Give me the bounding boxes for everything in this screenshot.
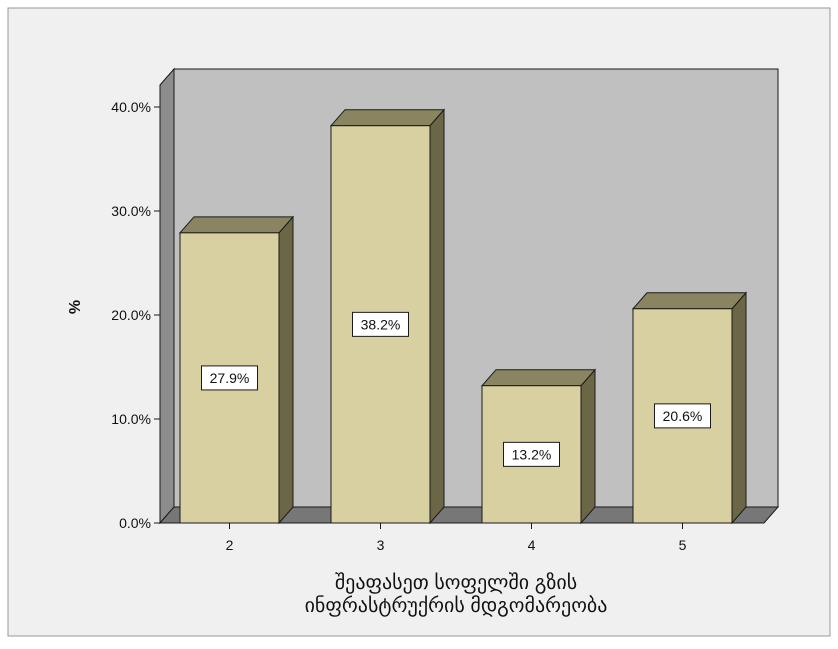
x-axis: 2 3 4 5 — [226, 523, 687, 553]
bar: 38.2% — [329, 108, 446, 525]
data-label: 13.2% — [512, 446, 552, 462]
y-axis: 0.0% 10.0% 20.0% 30.0% 40.0% — [111, 85, 161, 531]
x-tick-label: 3 — [377, 537, 385, 553]
y-tick-label: 40.0% — [111, 99, 151, 115]
bar: 20.6% — [631, 291, 748, 525]
x-tick-label: 4 — [528, 537, 536, 553]
y-tick-label: 30.0% — [111, 203, 151, 219]
bar-side — [429, 108, 445, 525]
data-label-box — [654, 403, 711, 429]
bar-side — [278, 215, 294, 525]
data-label: 38.2% — [361, 316, 401, 332]
y-tick-label: 20.0% — [111, 307, 151, 323]
x-axis-label-line-2: ინფრასტრუქრის მდგომარეობა — [305, 595, 608, 617]
data-label-box — [352, 311, 409, 337]
y-axis-label: % — [67, 300, 84, 314]
y-tick-label: 0.0% — [119, 515, 151, 531]
bar-top — [178, 216, 295, 234]
bar-side — [731, 291, 747, 525]
bar-top — [329, 109, 446, 127]
data-label-box — [503, 441, 560, 467]
bars: 27.9% 38.2% 13.2% 20.6% — [178, 108, 748, 525]
x-axis-label-line-1: შეაფასეთ სოფელში გზის — [335, 572, 577, 594]
x-tick-label: 2 — [226, 537, 234, 553]
bar: 13.2% — [480, 368, 597, 525]
bar: 27.9% — [178, 215, 295, 525]
data-label: 20.6% — [663, 408, 703, 424]
bar-top — [480, 369, 597, 387]
y-tick-label: 10.0% — [111, 411, 151, 427]
data-label: 27.9% — [210, 370, 250, 386]
x-tick-label: 5 — [679, 537, 687, 553]
data-label-box — [201, 365, 258, 391]
bar-side — [580, 368, 596, 525]
bar-top — [631, 292, 748, 310]
side-wall — [159, 67, 175, 525]
